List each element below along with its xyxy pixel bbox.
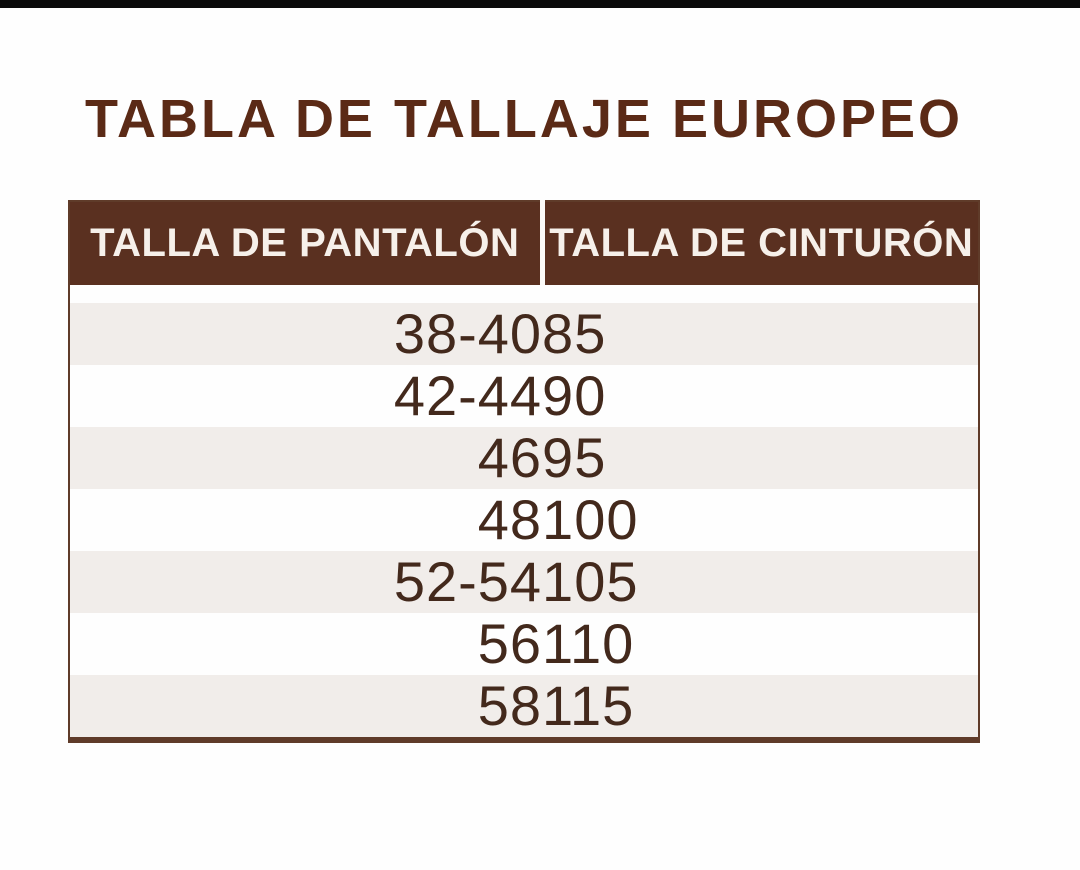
cinturon-value: 100: [542, 488, 639, 551]
header-gap-cell: [69, 285, 979, 303]
column-header-cinturon: TALLA DE CINTURÓN: [542, 201, 979, 285]
header-row: TALLA DE PANTALÓN TALLA DE CINTURÓN: [69, 201, 979, 285]
top-black-bar: [0, 0, 1080, 8]
pantalon-value: 46: [477, 426, 543, 489]
table-row: 56 110: [69, 613, 979, 675]
table-row: 38-40 85: [69, 303, 979, 365]
size-table-container: TALLA DE PANTALÓN TALLA DE CINTURÓN 38-4…: [68, 200, 980, 743]
pantalon-value: 58: [477, 674, 543, 737]
cinturon-value: 110: [542, 612, 635, 675]
pantalon-value: 38-40: [393, 302, 543, 365]
cinturon-value: 90: [542, 364, 607, 427]
size-table-header: TALLA DE PANTALÓN TALLA DE CINTURÓN: [69, 201, 979, 303]
cinturon-value: 85: [542, 302, 607, 365]
pantalon-value: 48: [477, 488, 543, 551]
pantalon-value: 52-54: [393, 550, 543, 613]
pantalon-value: 56: [477, 612, 543, 675]
table-row: 52-54 105: [69, 551, 979, 613]
column-header-pantalon: TALLA DE PANTALÓN: [69, 201, 545, 285]
table-row: 48 100: [69, 489, 979, 551]
cinturon-value: 105: [542, 550, 639, 613]
table-row: 58 115: [69, 675, 979, 740]
table-row: 46 95: [69, 427, 979, 489]
table-row: 42-44 90: [69, 365, 979, 427]
header-gap-row: [69, 285, 979, 303]
page-title: TABLA DE TALLAJE EUROPEO: [84, 89, 964, 149]
pantalon-value: 42-44: [393, 364, 543, 427]
size-table: TALLA DE PANTALÓN TALLA DE CINTURÓN 38-4…: [68, 200, 980, 743]
cinturon-value: 95: [542, 426, 607, 489]
size-table-body: 38-40 85 42-44 90 46 95 48 100 52-54 105…: [69, 303, 979, 740]
cinturon-value: 115: [542, 674, 635, 737]
